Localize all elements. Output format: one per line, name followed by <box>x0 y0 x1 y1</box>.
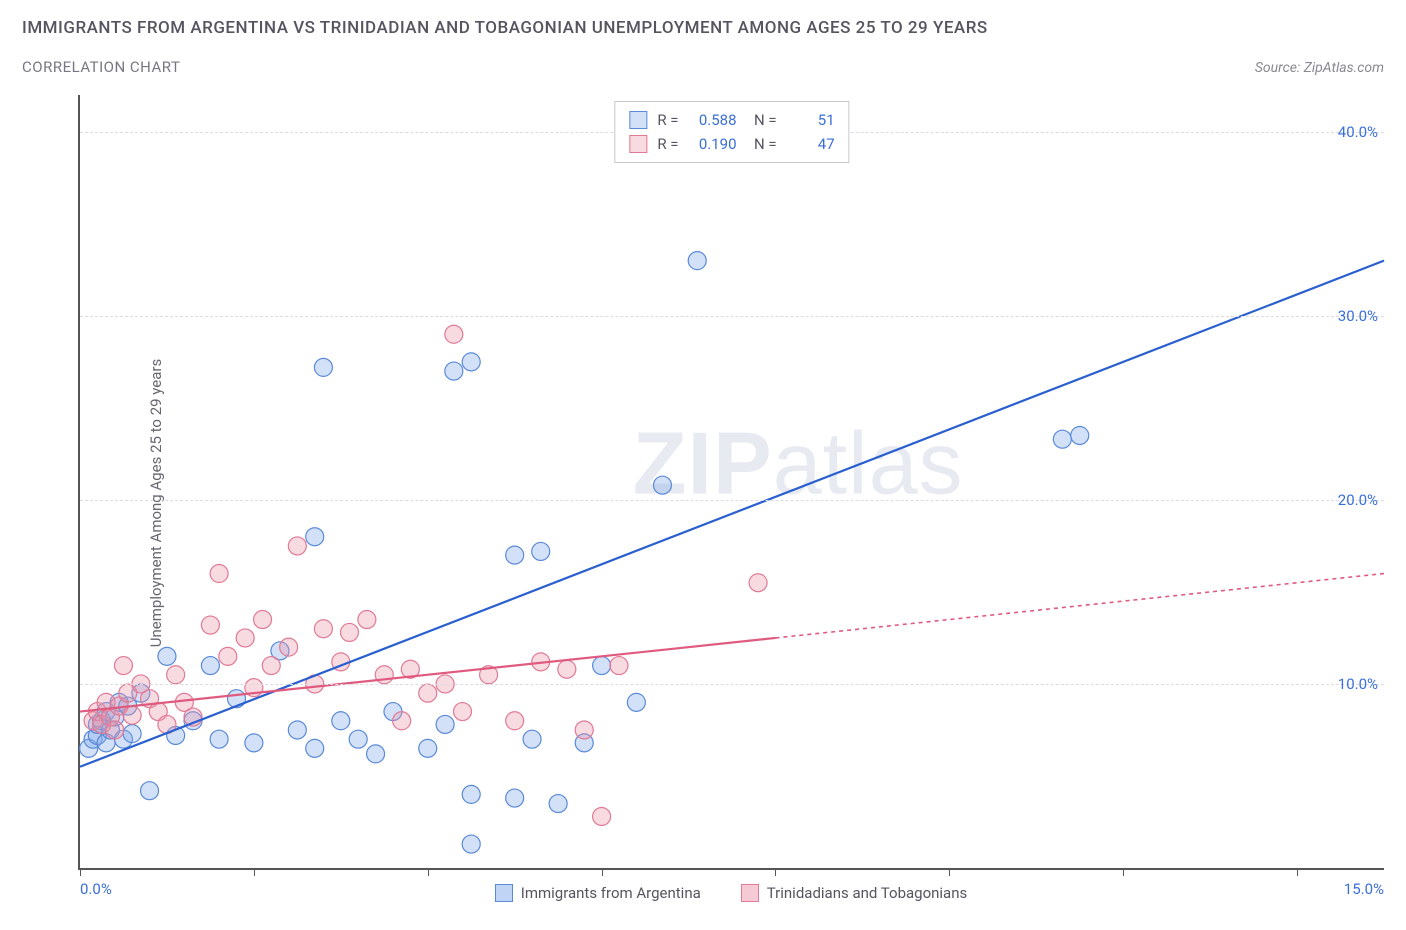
plot-svg <box>80 95 1384 868</box>
chart-subrow: CORRELATION CHART Source: ZipAtlas.com <box>22 58 1384 76</box>
y-tick-label: 40.0% <box>1338 123 1378 141</box>
legend-swatch-2 <box>741 884 759 902</box>
y-tick-label: 30.0% <box>1338 307 1378 325</box>
legend-item-2: Trinidadians and Tobagonians <box>741 884 967 902</box>
chart-area: Unemployment Among Ages 25 to 29 years R… <box>22 95 1384 910</box>
stats-swatch-1 <box>629 111 647 129</box>
chart-source: Source: ZipAtlas.com <box>1255 60 1384 76</box>
correlation-stats-box: R = 0.588 N = 51 R = 0.190 N = 47 <box>614 101 849 163</box>
legend-item-1: Immigrants from Argentina <box>495 884 701 902</box>
y-tick-label: 20.0% <box>1338 491 1378 509</box>
bottom-legend: Immigrants from Argentina Trinidadians a… <box>78 884 1384 902</box>
y-tick-label: 10.0% <box>1338 675 1378 693</box>
chart-title: IMMIGRANTS FROM ARGENTINA VS TRINIDADIAN… <box>22 18 1384 38</box>
stats-row-series-2: R = 0.190 N = 47 <box>629 132 834 156</box>
plot-region: R = 0.588 N = 51 R = 0.190 N = 47 ZIPatl… <box>78 95 1384 870</box>
legend-swatch-1 <box>495 884 513 902</box>
stats-row-series-1: R = 0.588 N = 51 <box>629 108 834 132</box>
chart-header: IMMIGRANTS FROM ARGENTINA VS TRINIDADIAN… <box>0 0 1406 76</box>
stats-swatch-2 <box>629 135 647 153</box>
chart-subtitle: CORRELATION CHART <box>22 58 180 76</box>
